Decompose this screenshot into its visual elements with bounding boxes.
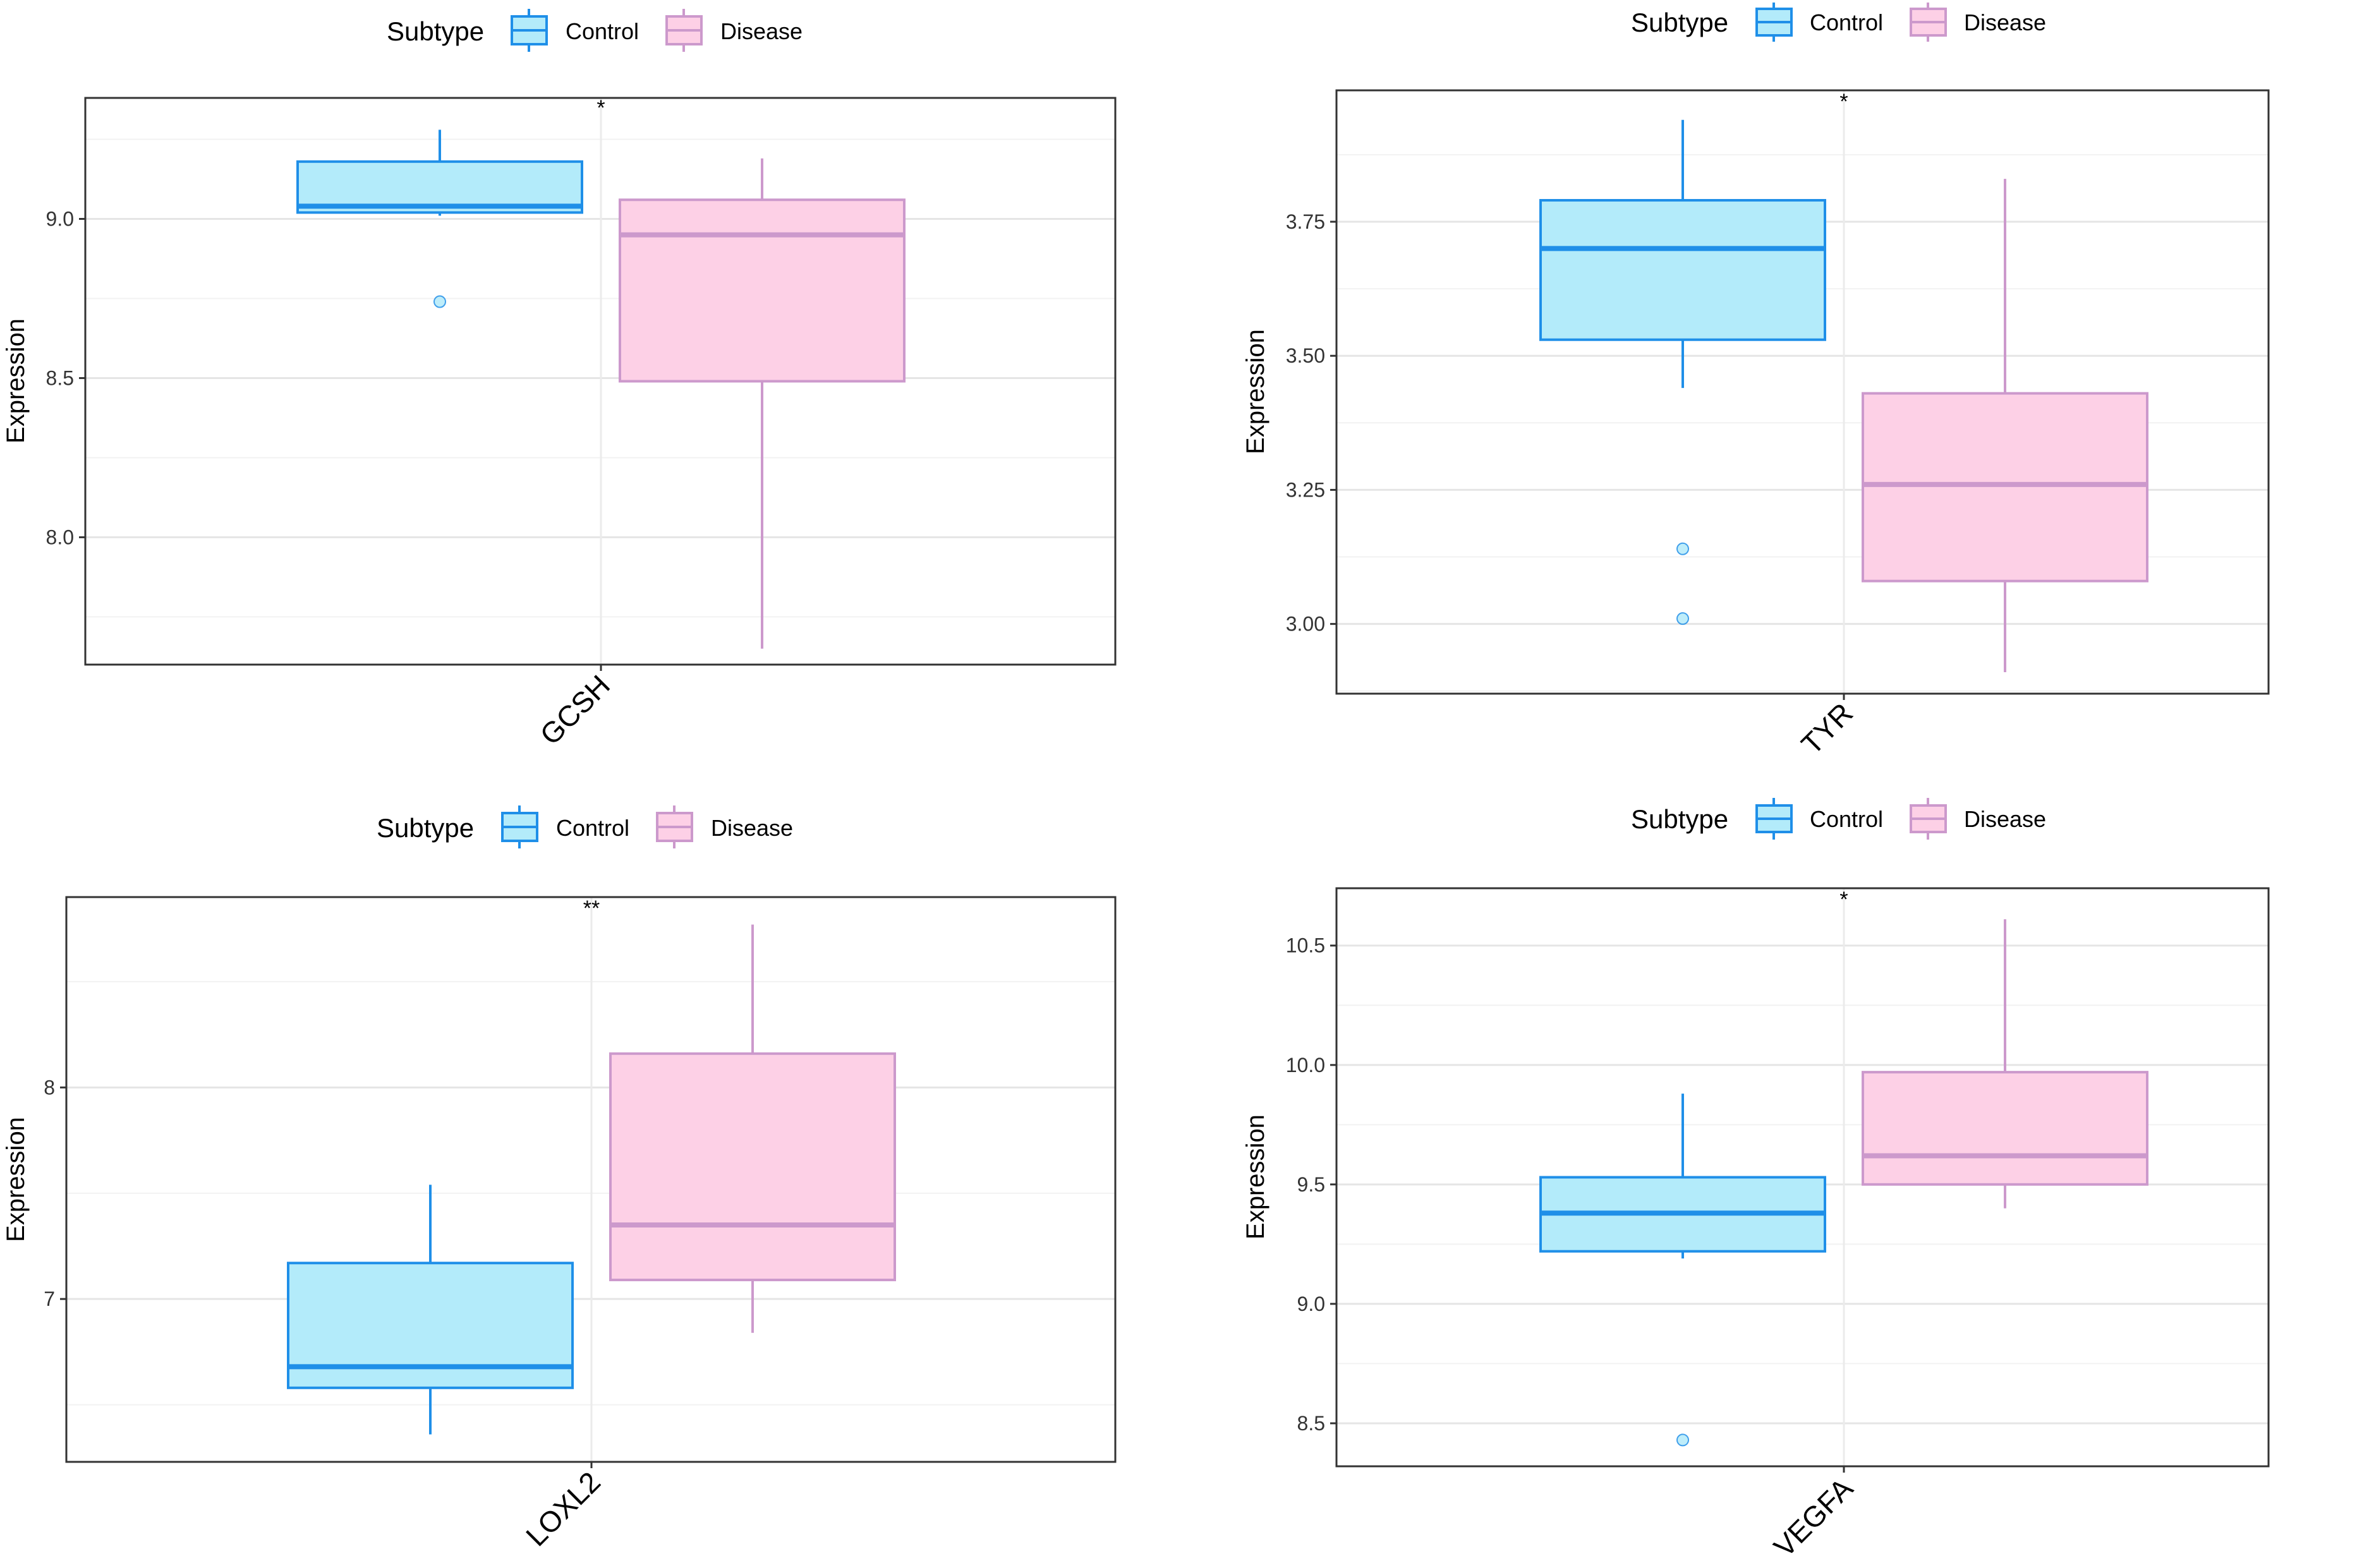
- plot-area: 3.00 3.25 3.50 3.75: [1286, 89, 2270, 700]
- chart-panel-gcsh: Subtype Control Disease 8.0 8.5 9.0 * Expr…: [0, 0, 1178, 784]
- significance-label: *: [1839, 888, 1848, 912]
- box-control: [287, 1185, 574, 1435]
- y-axis-title: Expression: [1242, 329, 1269, 454]
- legend-key-control: [501, 805, 538, 848]
- significance-label: *: [597, 96, 605, 120]
- plot-area: 8.0 8.5 9.0: [46, 97, 1117, 671]
- y-tick-label: 9.0: [1297, 1293, 1325, 1315]
- legend-key-disease: [665, 9, 703, 52]
- legend-label-control: Control: [1810, 9, 1883, 35]
- iqr-box: [1862, 1071, 2148, 1186]
- y-axis-title: Expression: [1242, 1114, 1269, 1239]
- plot-area: 78: [44, 896, 1117, 1468]
- y-tick-label: 8.0: [46, 526, 74, 548]
- outlier-point: [1676, 542, 1689, 555]
- panel-border: [1335, 89, 2270, 695]
- legend-label-control: Control: [566, 18, 639, 44]
- tyr-box-plot: Subtype Control Disease 3.00 3.25 3.50 3.75…: [1242, 3, 2270, 761]
- legend: Subtype Control Disease: [1631, 798, 2046, 840]
- iqr-box: [1539, 199, 1826, 341]
- loxl2-box-plot: Subtype Control Disease 78 ** Expression…: [2, 805, 1117, 1552]
- outlier-point: [433, 295, 446, 308]
- y-tick-label: 3.75: [1286, 210, 1325, 233]
- legend-title: Subtype: [1631, 804, 1728, 834]
- y-tick-label: 8: [44, 1076, 55, 1099]
- box-disease: [1862, 179, 2148, 673]
- legend: Subtype Control Disease: [387, 9, 803, 52]
- box-control: [1539, 1094, 1826, 1447]
- legend-label-disease: Disease: [1964, 806, 2046, 832]
- gcsh-box-plot: Subtype Control Disease 8.0 8.5 9.0 * Expr…: [2, 9, 1117, 751]
- chart-panel-vegfa: Subtype Control Disease 8.5 9.0 9.5 10.0 10.…: [1178, 784, 2357, 1568]
- legend-title: Subtype: [1631, 8, 1728, 37]
- y-tick-label: 3.00: [1286, 613, 1325, 636]
- box-disease: [619, 158, 906, 649]
- legend-label-control: Control: [1810, 806, 1883, 832]
- y-tick-label: 3.50: [1286, 344, 1325, 367]
- y-axis-title: Expression: [2, 318, 30, 443]
- legend-key-control: [1755, 3, 1793, 42]
- legend-label-disease: Disease: [720, 18, 803, 44]
- legend-key-control: [1755, 798, 1793, 840]
- legend-key-disease: [1910, 3, 1947, 42]
- outlier-point: [1676, 1433, 1689, 1447]
- outlier-point: [1676, 612, 1689, 625]
- box-control: [1539, 119, 1826, 625]
- panel-border: [1335, 887, 2270, 1468]
- y-tick-label: 3.25: [1286, 478, 1325, 501]
- x-category-label: GCSH: [533, 668, 616, 751]
- y-tick-label: 10.0: [1286, 1054, 1325, 1076]
- y-axis-title: Expression: [2, 1117, 30, 1242]
- legend: Subtype Control Disease: [1631, 3, 2046, 42]
- legend-label-control: Control: [556, 815, 629, 841]
- iqr-box: [609, 1052, 896, 1282]
- x-category-label: TYR: [1795, 696, 1859, 761]
- legend-title: Subtype: [387, 16, 484, 46]
- box-control: [296, 130, 583, 308]
- iqr-box: [1862, 392, 2148, 582]
- chart-panel-tyr: Subtype Control Disease 3.00 3.25 3.50 3.75…: [1178, 0, 2357, 784]
- significance-label: *: [1839, 90, 1848, 114]
- y-tick-label: 8.5: [46, 366, 74, 389]
- plot-area: 8.5 9.0 9.5 10.0 10.5: [1286, 887, 2270, 1473]
- box-disease: [609, 924, 896, 1333]
- y-tick-label: 8.5: [1297, 1412, 1325, 1435]
- legend-label-disease: Disease: [1964, 9, 2046, 35]
- x-category-label: VEGFA: [1767, 1471, 1859, 1563]
- y-tick-label: 9.0: [46, 207, 74, 230]
- legend-key-control: [511, 9, 548, 52]
- y-tick-label: 7: [44, 1288, 55, 1310]
- legend: Subtype Control Disease: [377, 805, 793, 848]
- x-category-label: LOXL2: [519, 1465, 607, 1552]
- iqr-box: [619, 198, 906, 383]
- legend-key-disease: [656, 805, 693, 848]
- legend-label-disease: Disease: [711, 815, 793, 841]
- y-tick-label: 9.5: [1297, 1173, 1325, 1196]
- significance-label: **: [583, 896, 600, 920]
- legend-key-disease: [1910, 798, 1947, 840]
- y-tick-label: 10.5: [1286, 934, 1325, 957]
- legend-title: Subtype: [377, 813, 474, 843]
- vegfa-box-plot: Subtype Control Disease 8.5 9.0 9.5 10.0 10.…: [1242, 798, 2270, 1564]
- box-disease: [1862, 919, 2148, 1209]
